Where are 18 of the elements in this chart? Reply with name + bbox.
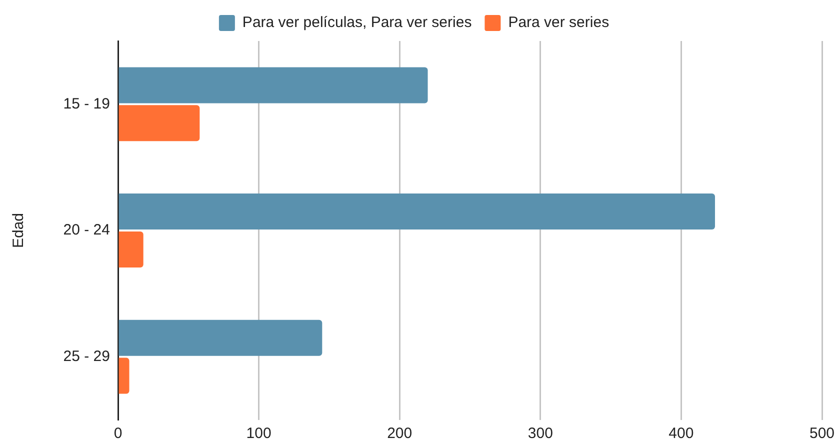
bar [118, 358, 130, 394]
bar [118, 231, 144, 268]
bar [118, 194, 715, 230]
bar [118, 67, 428, 104]
y-axis-title: Edad [10, 212, 28, 248]
legend-label: Para ver series [508, 14, 610, 32]
x-tick-label: 0 [114, 425, 122, 442]
y-tick-label: 20 - 24 [63, 222, 110, 239]
x-tick-label: 200 [387, 425, 412, 442]
x-tick-label: 100 [246, 425, 272, 442]
legend-label: Para ver películas, Para ver series [242, 14, 472, 32]
x-tick-label: 300 [528, 425, 553, 442]
x-tick-label: 500 [809, 425, 835, 442]
bar [118, 105, 200, 142]
x-tick-label: 400 [668, 425, 694, 442]
y-tick-label: 25 - 29 [63, 348, 110, 365]
bar [118, 320, 322, 356]
y-tick-label: 15 - 19 [63, 95, 110, 112]
